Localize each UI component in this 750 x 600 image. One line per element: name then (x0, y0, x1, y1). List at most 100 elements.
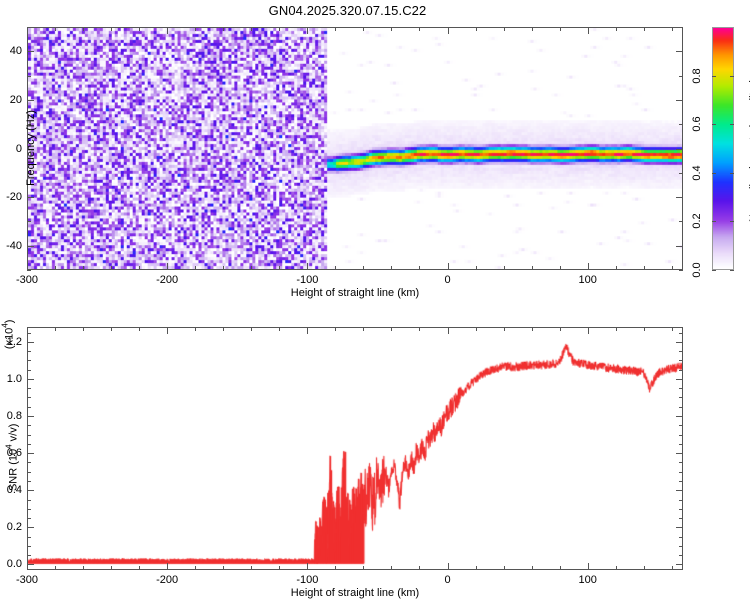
x-minor-tick (615, 327, 617, 331)
y-tick-label: 0.6 (6, 447, 22, 460)
y-major-tick (676, 148, 683, 150)
x-minor-tick (111, 566, 113, 570)
spectrogram-image (28, 28, 682, 269)
y-major-tick (676, 197, 683, 199)
y-minor-tick (27, 499, 31, 501)
y-tick-label: 1.0 (6, 372, 22, 385)
x-major-tick (447, 263, 449, 270)
y-tick-label: 0.4 (6, 484, 22, 497)
colorbar-tick-label: 0.8 (691, 67, 703, 84)
x-tick-label: -100 (296, 574, 319, 586)
x-minor-tick (111, 27, 113, 31)
colorbar-tick (730, 221, 734, 223)
x-minor-tick (139, 27, 141, 31)
colorbar-tick (712, 221, 716, 223)
colorbar-gradient (713, 28, 733, 269)
x-tick-label: -200 (156, 574, 179, 586)
y-minor-tick (27, 360, 31, 362)
x-minor-tick (531, 327, 533, 331)
y-minor-tick (27, 462, 31, 464)
x-tick-label: 100 (578, 574, 597, 586)
x-minor-tick (419, 566, 421, 570)
x-minor-tick (643, 266, 645, 270)
x-minor-tick (671, 566, 673, 570)
y-minor-tick (679, 499, 683, 501)
colorbar-tick (730, 75, 734, 77)
x-minor-tick (83, 566, 85, 570)
y-minor-tick (27, 221, 31, 223)
x-minor-tick (363, 266, 365, 270)
x-major-tick (307, 263, 309, 270)
y-minor-tick (27, 369, 31, 371)
x-minor-tick (223, 27, 225, 31)
y-minor-tick (679, 462, 683, 464)
snr-y-axis-title: SNR (104 v/v) (4, 423, 20, 492)
y-minor-tick (679, 332, 683, 334)
spectrogram-x-axis-title: Height of straight line (km) (290, 287, 420, 299)
spectrogram-y-axis-title: Frequency (Hz) (25, 110, 37, 186)
x-minor-tick (559, 266, 561, 270)
y-tick-label: 0.2 (6, 521, 22, 534)
x-tick-label: -300 (15, 274, 39, 286)
x-minor-tick (55, 327, 57, 331)
y-minor-tick (679, 360, 683, 362)
y-minor-tick (27, 518, 31, 520)
x-tick-label: -300 (15, 574, 39, 586)
x-minor-tick (223, 266, 225, 270)
x-minor-tick (195, 266, 197, 270)
x-minor-tick (55, 566, 57, 570)
y-minor-tick (679, 369, 683, 371)
x-minor-tick (419, 27, 421, 31)
x-minor-tick (363, 566, 365, 570)
x-minor-tick (671, 327, 673, 331)
x-minor-tick (503, 27, 505, 31)
figure-title: GN04.2025.320.07.15.C22 (268, 3, 427, 18)
y-minor-tick (679, 351, 683, 353)
y-tick-label: -20 (6, 191, 22, 204)
y-minor-tick (27, 508, 31, 510)
x-major-tick (167, 263, 169, 270)
y-minor-tick (679, 397, 683, 399)
y-minor-tick (679, 425, 683, 427)
x-minor-tick (55, 27, 57, 31)
x-major-tick (447, 563, 449, 570)
colorbar-tick (730, 172, 734, 174)
y-major-tick (27, 378, 34, 380)
colorbar-tick (712, 172, 716, 174)
y-minor-tick (679, 480, 683, 482)
y-major-tick (27, 197, 34, 199)
y-minor-tick (27, 124, 31, 126)
x-minor-tick (475, 566, 477, 570)
y-minor-tick (679, 508, 683, 510)
x-major-tick (167, 27, 169, 34)
y-minor-tick (679, 545, 683, 547)
x-minor-tick (139, 266, 141, 270)
x-minor-tick (391, 266, 393, 270)
y-minor-tick (679, 434, 683, 436)
x-minor-tick (251, 327, 253, 331)
x-major-tick (167, 327, 169, 334)
y-major-tick (676, 416, 683, 418)
x-major-tick (447, 327, 449, 334)
colorbar-tick-label: 0.6 (691, 116, 703, 132)
y-tick-label: 40 (9, 45, 22, 58)
spectrogram-plot-area (27, 27, 683, 270)
x-minor-tick (671, 266, 673, 270)
y-minor-tick (27, 270, 31, 271)
x-minor-tick (335, 566, 337, 570)
x-minor-tick (251, 266, 253, 270)
x-minor-tick (503, 566, 505, 570)
y-major-tick (27, 453, 34, 455)
y-tick-label: 1.2 (6, 335, 22, 348)
x-minor-tick (671, 27, 673, 31)
x-tick-label: 0 (444, 274, 451, 286)
y-major-tick (27, 416, 34, 418)
x-minor-tick (279, 566, 281, 570)
x-minor-tick (615, 266, 617, 270)
x-minor-tick (419, 327, 421, 331)
y-major-tick (27, 564, 34, 566)
y-minor-tick (27, 172, 31, 174)
y-minor-tick (27, 480, 31, 482)
y-minor-tick (679, 172, 683, 174)
y-minor-tick (679, 270, 683, 271)
